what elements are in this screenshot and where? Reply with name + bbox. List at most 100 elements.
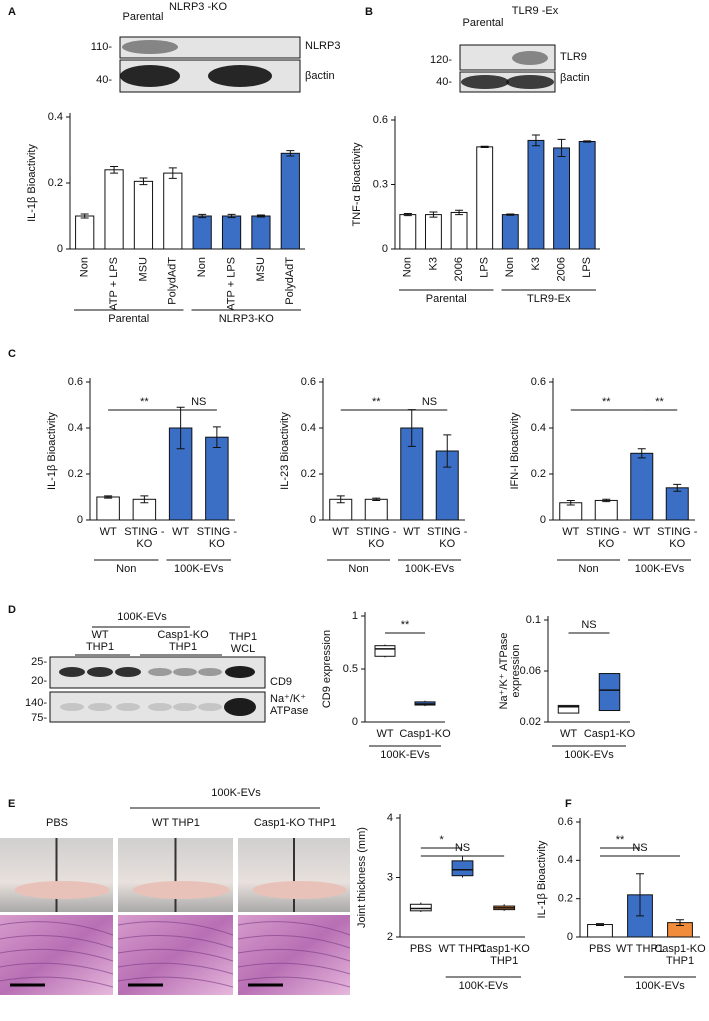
x-tick-label: Non [402,257,414,277]
photo-header: 100K-EVs [211,787,261,799]
bar [251,215,271,250]
significance-label: NS [422,396,437,408]
significance-label: ** [602,396,611,408]
y-axis-label: IL-1β Bioactivity [46,412,58,490]
blot-band [122,40,178,54]
x-tick-label: WT [376,728,394,740]
photo-label: PBS [45,817,68,829]
y-tick-label: 0 [77,514,83,526]
blot-band [198,703,222,711]
bar [501,214,519,250]
x-tick-label: Casp1-KO [583,728,636,740]
y-tick-label: 0 [57,243,63,255]
bar [399,214,417,250]
paw [252,881,347,899]
y-tick-label: 0.1 [526,614,541,626]
lane-label: Parental [462,17,504,29]
paw [14,881,110,899]
blot-band [225,666,255,678]
bar [96,496,120,521]
bar [133,180,154,250]
tissue-line [237,976,351,988]
y-tick-label: 0.4 [558,854,573,866]
significance-label: ** [372,396,381,408]
y-axis-label: Na⁺/K⁺ ATPase [498,633,510,710]
y-tick-label: 0.6 [373,114,388,126]
blot-band [173,668,197,676]
size-marker: 20- [31,675,47,687]
y-axis-label: IL-23 Bioactivity [279,412,291,490]
error-bar [676,919,684,926]
bar [163,172,183,250]
error-bar [602,498,611,503]
significance-label: NS [632,842,647,854]
tissue-line [0,948,114,962]
tissue-line [0,976,114,988]
tissue-line [117,948,234,962]
error-bar [557,138,566,158]
bar [424,214,442,250]
lane-label: WT THP1 [85,629,115,653]
tissue-line [117,935,234,949]
x-tick-label: 2006 [555,257,567,281]
x-tick-label: STING -KO [124,526,165,550]
tissue-line [0,921,114,936]
x-tick-label: 2006 [453,257,465,281]
group-label: 100K-EVs [635,980,685,992]
bar [205,436,229,521]
histology [0,915,113,995]
blot-header: 100K-EVs [117,611,167,623]
group-label: NLRP3-KO [218,313,274,325]
x-tick-label: STING -KO [586,526,627,550]
error-bar [531,134,540,147]
panel-letter: C [8,348,16,360]
error-bar [673,483,682,492]
error-bar [480,145,489,149]
group-label: 100K-EVs [458,980,509,992]
y-tick-label: 0 [567,931,573,943]
y-tick-label: 0.02 [520,716,541,728]
y-tick-label: 0.2 [301,468,316,480]
x-tick-label: ATP + LPS [108,257,120,311]
x-tick-label: WT [99,526,117,538]
blot-strip [119,36,301,59]
y-tick-label: 4 [387,812,393,824]
tissue-line [237,948,351,962]
y-tick-label: 0.6 [301,376,316,388]
x-tick-label: WT THP1 [616,943,664,955]
y-axis-label: TNF-α Bioactivity [351,142,363,226]
blot-band [116,703,140,711]
error-bar [455,209,464,216]
significance-label: * [440,834,445,846]
box [374,645,396,657]
x-tick-label: WT THP1 [438,943,487,955]
lane-label: THP1 WCL [228,631,258,655]
error-bar [168,167,177,179]
lane-label: NLRP3 -KO [168,1,228,13]
group-label: 100K-EVs [404,563,455,575]
error-bar [110,166,119,174]
x-tick-label: Non [79,257,91,277]
error-bar [636,873,644,917]
band-label: βactin [305,70,335,82]
photo-label: Casp1-KO THP1 [253,817,337,829]
box [557,704,580,714]
x-tick-label: STING -KO [657,526,698,550]
blot-band [198,668,222,676]
error-bar [336,495,345,504]
y-axis-label: IL-1β Bioactivity [536,840,548,918]
paw [132,881,230,899]
x-tick-label: WT [562,526,580,538]
size-marker: 140- [25,697,47,709]
error-bar [637,448,646,459]
tissue-line [237,962,351,975]
group-label: 100K-EVs [380,749,430,761]
bar [578,141,596,250]
lane-label: Parental [122,11,164,23]
y-tick-label: 0.6 [68,376,83,388]
y-tick-label: 0 [310,514,316,526]
size-marker: 75- [31,712,47,724]
bar [364,498,388,521]
x-tick-label: STING -KO [427,526,468,550]
group-label: Parental [108,313,150,325]
